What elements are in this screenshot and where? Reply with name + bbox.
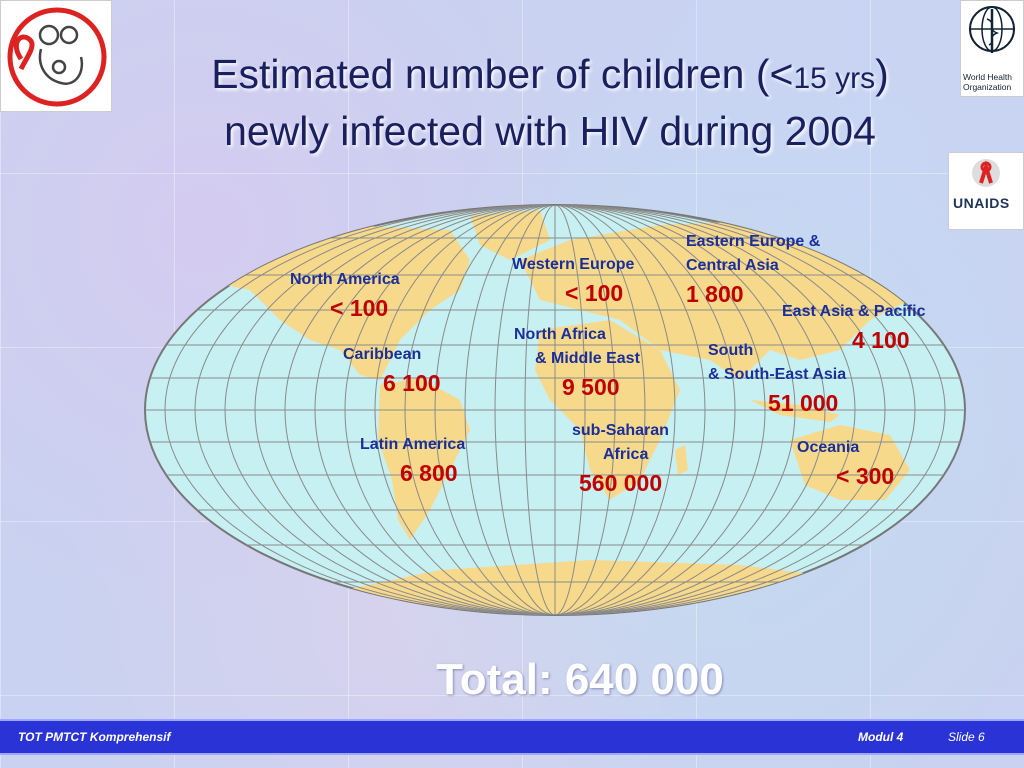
who-logo-text: World Health Organization [963, 72, 1021, 92]
who-emblem-icon [969, 6, 1015, 53]
value-north-america: < 100 [330, 295, 389, 321]
value-caribbean: 6 100 [383, 370, 441, 396]
label-sub-saharan-line2: Africa [603, 446, 649, 463]
land-australia [790, 425, 910, 500]
value-latin-america: 6 800 [400, 460, 458, 486]
title-line-2: newly infected with HIV during 2004 [224, 108, 876, 154]
world-map [144, 204, 966, 616]
footer-slide-number: Slide 6 [948, 730, 985, 744]
unaids-brand-text: UNAIDS [953, 195, 1010, 211]
value-south-south-east-asia: 51 000 [768, 390, 839, 416]
value-sub-saharan-africa: 560 000 [579, 470, 663, 496]
footer-course-title: TOT PMTCT Komprehensif [18, 730, 171, 744]
who-logo: World Health Organization [960, 0, 1024, 97]
label-north-america: North America [290, 271, 400, 288]
total-infections: Total: 640 000 [436, 655, 724, 704]
label-western-europe: Western Europe [512, 256, 635, 273]
value-eastern-europe-central-asia: 1 800 [686, 281, 744, 307]
graticule [145, 205, 965, 615]
footer-module: Modul 4 [858, 730, 904, 744]
value-oceania: < 300 [836, 463, 895, 489]
label-eastern-europe-line2: Central Asia [686, 257, 779, 274]
who-text-line1: World Health [963, 72, 1012, 82]
label-south-asia-line1: South [708, 342, 754, 359]
slide-title: Estimated number of children (<15 yrs) n… [120, 48, 980, 157]
unaids-logo: UNAIDS [948, 152, 1024, 230]
label-north-africa-line1: North Africa [514, 326, 606, 343]
value-east-asia-pacific: 4 100 [852, 327, 910, 353]
title-line-1: Estimated number of children (<15 yrs) [211, 51, 889, 97]
who-text-line2: Organization [963, 82, 1012, 92]
label-east-asia-pacific: East Asia & Pacific [782, 303, 926, 320]
red-ribbon-icon [972, 159, 1000, 187]
mother-child-icon [7, 7, 107, 107]
land-madagascar [675, 445, 688, 475]
label-sub-saharan-line1: sub-Saharan [572, 422, 669, 439]
label-oceania: Oceania [797, 439, 860, 456]
slide-footer: TOT PMTCT Komprehensif Modul 4 Slide 6 [0, 719, 1024, 755]
pmtct-logo [0, 0, 112, 112]
label-latin-america: Latin America [360, 436, 466, 453]
label-south-asia-line2: & South-East Asia [708, 366, 847, 383]
label-north-africa-line2: & Middle East [535, 350, 640, 367]
label-eastern-europe-line1: Eastern Europe & [686, 233, 821, 250]
value-north-africa-middle-east: 9 500 [562, 374, 620, 400]
value-western-europe: < 100 [565, 280, 624, 306]
land-south-america [378, 378, 470, 540]
label-caribbean: Caribbean [343, 346, 422, 363]
land-greenland [470, 210, 550, 260]
